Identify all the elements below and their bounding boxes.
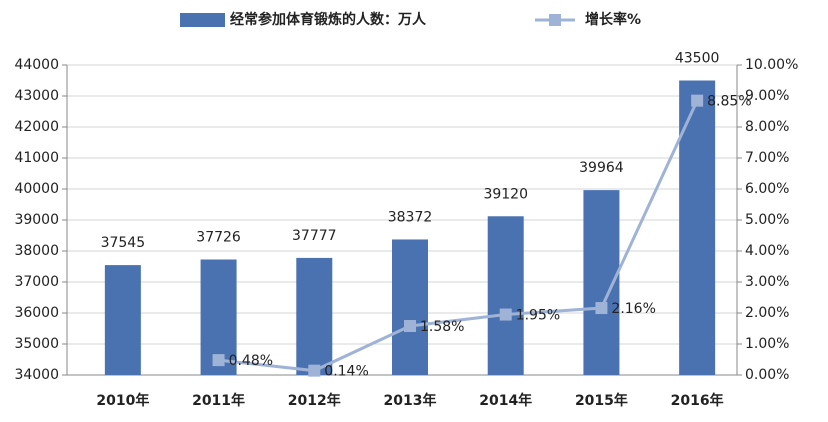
legend-label: 增长率%: [585, 11, 641, 28]
y-tick-label: 42000: [14, 119, 59, 135]
x-tick-label: 2010年: [96, 392, 149, 409]
y2-tick-label: 5.00%: [745, 212, 789, 228]
line-marker: [308, 364, 321, 377]
bar-value-label: 43500: [675, 51, 720, 67]
y-tick-label: 43000: [14, 88, 59, 104]
y-tick-label: 44000: [14, 57, 59, 73]
line-marker: [212, 354, 225, 367]
x-tick-label: 2011年: [192, 392, 245, 409]
y2-tick-label: 3.00%: [745, 274, 789, 290]
line-value-label: 2.16%: [611, 301, 655, 317]
y2-tick-label: 0.00%: [745, 367, 789, 383]
legend-label: 经常参加体育锻炼的人数：万人: [230, 11, 427, 28]
y2-tick-label: 8.00%: [745, 119, 789, 135]
y2-tick-label: 2.00%: [745, 305, 789, 321]
line-marker: [691, 94, 704, 107]
bar: [296, 257, 333, 375]
bar-value-label: 37726: [196, 229, 241, 245]
y-tick-label: 35000: [14, 336, 59, 352]
legend-swatch: [180, 13, 225, 27]
y-tick-label: 36000: [14, 305, 59, 321]
bar: [487, 216, 524, 375]
line-marker: [404, 320, 416, 333]
line: [218, 100, 699, 373]
y-tick-label: 37000: [14, 274, 59, 290]
y-tick-label: 41000: [14, 150, 59, 166]
bar: [104, 265, 141, 375]
y2-tick-label: 9.00%: [745, 88, 789, 104]
x-tick-label: 2013年: [384, 392, 437, 409]
line-value-label: 1.58%: [420, 319, 464, 335]
x-tick-label: 2012年: [288, 392, 341, 409]
bar-value-label: 38372: [388, 209, 433, 225]
y2-tick-label: 10.00%: [745, 57, 798, 73]
line-value-label: 1.95%: [516, 308, 560, 324]
bar-value-label: 37545: [101, 235, 146, 251]
bar-value-label: 37777: [292, 228, 337, 244]
y-tick-label: 34000: [14, 367, 59, 383]
x-tick-label: 2016年: [671, 392, 724, 409]
y2-tick-label: 4.00%: [745, 243, 789, 259]
y2-tick-label: 6.00%: [745, 181, 789, 197]
y-tick-label: 38000: [14, 243, 59, 259]
line-marker: [499, 308, 512, 321]
x-tick-label: 2015年: [575, 392, 628, 409]
y-tick-label: 40000: [14, 181, 59, 197]
bar-value-label: 39964: [579, 160, 624, 176]
legend-marker: [549, 14, 561, 26]
x-tick-label: 2014年: [479, 392, 532, 409]
y2-tick-label: 1.00%: [745, 336, 789, 352]
bar: [392, 239, 428, 375]
line-value-label: 8.85%: [707, 94, 751, 110]
line-value-label: 0.48%: [229, 353, 273, 369]
line-marker: [595, 302, 608, 315]
y2-tick-label: 7.00%: [745, 150, 789, 166]
bar-value-label: 39120: [483, 186, 528, 202]
line-value-label: 0.14%: [324, 364, 368, 380]
y-tick-label: 39000: [14, 212, 59, 228]
